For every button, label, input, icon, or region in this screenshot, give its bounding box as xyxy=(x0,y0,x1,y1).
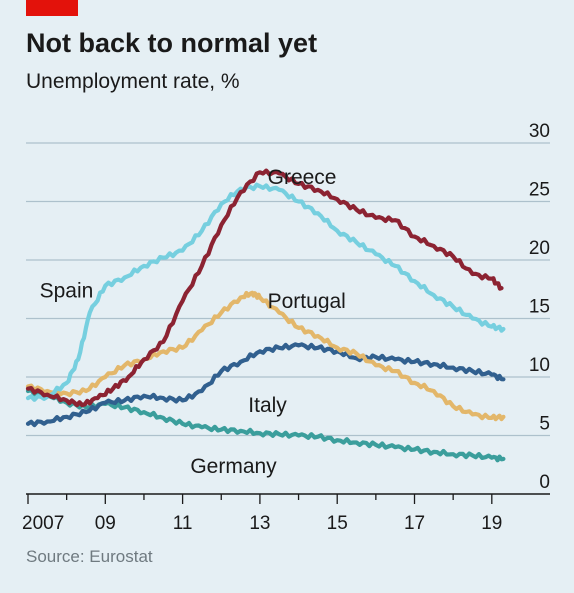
x-tick-label: 09 xyxy=(95,513,116,534)
series-label-germany: Germany xyxy=(190,455,277,478)
brand-tag xyxy=(26,0,78,16)
series-label-spain: Spain xyxy=(40,279,94,302)
series-labels: Germany Italy Portugal Spain Greece xyxy=(40,166,346,478)
y-tick-label: 10 xyxy=(529,355,550,376)
y-tick-label: 20 xyxy=(529,238,550,259)
x-tick-label: 2007 xyxy=(22,513,64,534)
series-label-portugal: Portugal xyxy=(268,290,346,313)
series-line-italy xyxy=(25,342,506,428)
x-tick-label: 13 xyxy=(249,513,270,534)
y-tick-label: 5 xyxy=(539,414,550,435)
x-axis: 2007 09 11 13 15 17 19 xyxy=(22,493,550,534)
series-lines xyxy=(25,168,506,463)
series-label-italy: Italy xyxy=(248,394,287,417)
series-label-greece: Greece xyxy=(268,166,337,189)
chart-subtitle: Unemployment rate, % xyxy=(26,70,240,93)
x-tick-label: 17 xyxy=(404,513,425,534)
y-tick-label: 15 xyxy=(529,297,550,318)
y-tick-label: 25 xyxy=(529,180,550,201)
chart-source: Source: Eurostat xyxy=(26,547,153,566)
x-tick-label: 11 xyxy=(173,513,193,534)
y-tick-label: 30 xyxy=(529,121,550,142)
y-axis-labels: 0 5 10 15 20 25 30 xyxy=(529,121,550,493)
chart-title: Not back to normal yet xyxy=(26,28,318,58)
x-tick-label: 15 xyxy=(327,513,348,534)
series-line-greece xyxy=(25,168,504,408)
x-tick-label: 19 xyxy=(481,513,502,534)
y-tick-label: 0 xyxy=(539,472,550,493)
series-line-portugal xyxy=(25,290,506,422)
series-line-spain xyxy=(25,182,506,402)
